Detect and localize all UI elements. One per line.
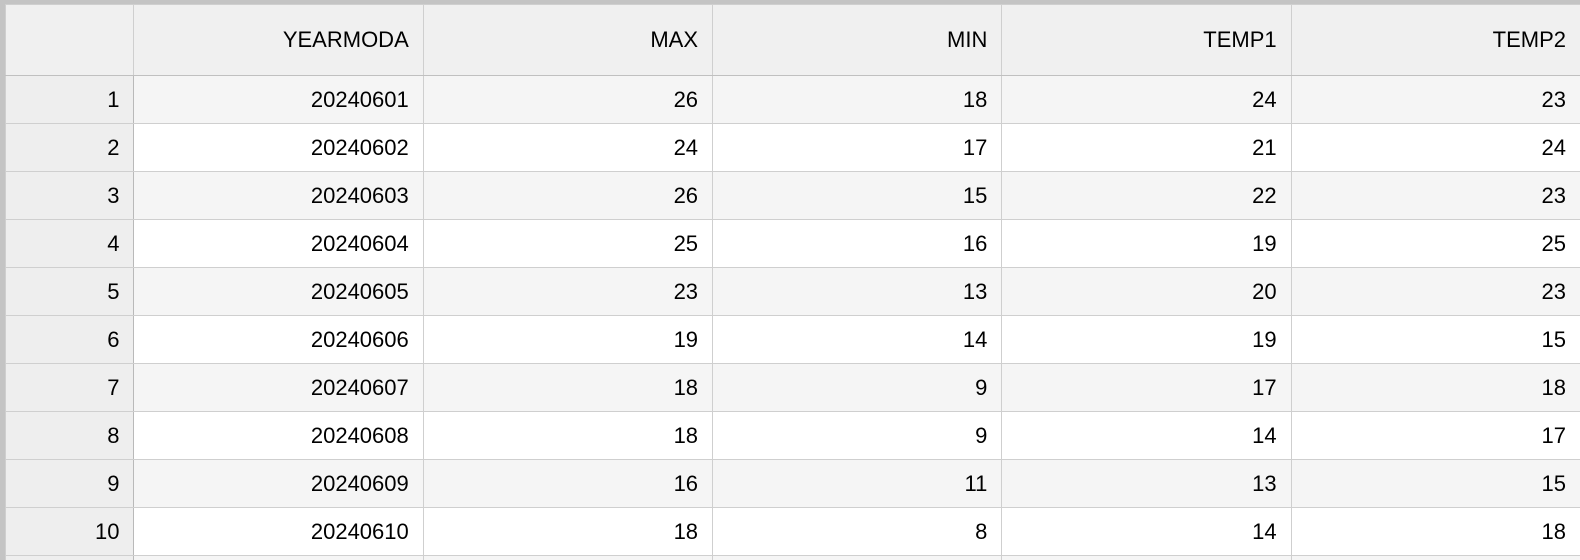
cell-temp1[interactable]: 22 (1001, 171, 1292, 220)
cell-temp2[interactable]: 24 (1290, 123, 1580, 172)
cell-min[interactable] (712, 555, 1003, 560)
row-header[interactable]: 9 (5, 459, 135, 508)
cell-min[interactable]: 9 (712, 411, 1003, 460)
cell-max[interactable] (422, 555, 714, 560)
header-row: YEARMODA MAX MIN TEMP1 TEMP2 (5, 4, 1580, 76)
cell-max[interactable]: 16 (422, 459, 714, 508)
cell-yearmoda[interactable]: 20240609 (133, 459, 424, 508)
cell-temp1[interactable]: 17 (1001, 363, 1292, 412)
cell-min[interactable]: 16 (712, 219, 1003, 268)
column-header-temp2[interactable]: TEMP2 (1290, 4, 1580, 76)
row-header[interactable]: 2 (5, 123, 135, 172)
cell-temp2[interactable]: 18 (1290, 507, 1580, 556)
cell-max[interactable]: 23 (422, 267, 714, 316)
cell-temp1[interactable] (1001, 555, 1292, 560)
cell-temp2[interactable]: 25 (1290, 219, 1580, 268)
cell-yearmoda[interactable] (133, 555, 424, 560)
cell-temp2[interactable]: 23 (1290, 75, 1580, 124)
table-row: 6 20240606 19 14 19 15 (5, 315, 1580, 364)
table-row-partial (5, 555, 1580, 560)
cell-temp2[interactable]: 23 (1290, 267, 1580, 316)
cell-temp1[interactable]: 14 (1001, 507, 1292, 556)
table-row: 1 20240601 26 18 24 23 (5, 75, 1580, 124)
row-header[interactable]: 7 (5, 363, 135, 412)
cell-temp2[interactable]: 18 (1290, 363, 1580, 412)
cell-yearmoda[interactable]: 20240610 (133, 507, 424, 556)
cell-min[interactable]: 13 (712, 267, 1003, 316)
cell-yearmoda[interactable]: 20240604 (133, 219, 424, 268)
cell-min[interactable]: 18 (712, 75, 1003, 124)
corner-cell[interactable] (5, 4, 135, 76)
cell-yearmoda[interactable]: 20240608 (133, 411, 424, 460)
cell-temp1[interactable]: 24 (1001, 75, 1292, 124)
table-row: 8 20240608 18 9 14 17 (5, 411, 1580, 460)
data-grid: YEARMODA MAX MIN TEMP1 TEMP2 1 20240601 … (5, 4, 1580, 560)
cell-temp2[interactable]: 23 (1290, 171, 1580, 220)
table-row: 9 20240609 16 11 13 15 (5, 459, 1580, 508)
cell-max[interactable]: 25 (422, 219, 714, 268)
column-header-temp1[interactable]: TEMP1 (1001, 4, 1292, 76)
cell-temp1[interactable]: 21 (1001, 123, 1292, 172)
column-header-min[interactable]: MIN (712, 4, 1003, 76)
row-header[interactable]: 4 (5, 219, 135, 268)
table-row: 3 20240603 26 15 22 23 (5, 171, 1580, 220)
cell-max[interactable]: 18 (422, 411, 714, 460)
row-header[interactable]: 3 (5, 171, 135, 220)
cell-temp2[interactable]: 15 (1290, 315, 1580, 364)
cell-temp1[interactable]: 19 (1001, 315, 1292, 364)
cell-max[interactable]: 18 (422, 507, 714, 556)
cell-min[interactable]: 14 (712, 315, 1003, 364)
row-header[interactable]: 8 (5, 411, 135, 460)
cell-min[interactable]: 11 (712, 459, 1003, 508)
cell-yearmoda[interactable]: 20240601 (133, 75, 424, 124)
cell-min[interactable]: 9 (712, 363, 1003, 412)
cell-max[interactable]: 26 (422, 75, 714, 124)
cell-temp1[interactable]: 19 (1001, 219, 1292, 268)
table-row: 5 20240605 23 13 20 23 (5, 267, 1580, 316)
cell-min[interactable]: 8 (712, 507, 1003, 556)
cell-yearmoda[interactable]: 20240603 (133, 171, 424, 220)
cell-temp1[interactable]: 14 (1001, 411, 1292, 460)
cell-yearmoda[interactable]: 20240607 (133, 363, 424, 412)
cell-yearmoda[interactable]: 20240605 (133, 267, 424, 316)
row-header[interactable] (5, 555, 135, 560)
cell-yearmoda[interactable]: 20240602 (133, 123, 424, 172)
table-row: 2 20240602 24 17 21 24 (5, 123, 1580, 172)
row-header[interactable]: 6 (5, 315, 135, 364)
cell-max[interactable]: 26 (422, 171, 714, 220)
row-header[interactable]: 1 (5, 75, 135, 124)
cell-temp1[interactable]: 20 (1001, 267, 1292, 316)
cell-min[interactable]: 17 (712, 123, 1003, 172)
table-row: 4 20240604 25 16 19 25 (5, 219, 1580, 268)
cell-temp1[interactable]: 13 (1001, 459, 1292, 508)
column-header-max[interactable]: MAX (422, 4, 714, 76)
cell-temp2[interactable] (1290, 555, 1580, 560)
column-header-yearmoda[interactable]: YEARMODA (133, 4, 424, 76)
cell-yearmoda[interactable]: 20240606 (133, 315, 424, 364)
cell-min[interactable]: 15 (712, 171, 1003, 220)
cell-temp2[interactable]: 15 (1290, 459, 1580, 508)
table-row: 7 20240607 18 9 17 18 (5, 363, 1580, 412)
cell-max[interactable]: 19 (422, 315, 714, 364)
cell-max[interactable]: 18 (422, 363, 714, 412)
row-header[interactable]: 10 (5, 507, 135, 556)
cell-max[interactable]: 24 (422, 123, 714, 172)
table-row: 10 20240610 18 8 14 18 (5, 507, 1580, 556)
cell-temp2[interactable]: 17 (1290, 411, 1580, 460)
row-header[interactable]: 5 (5, 267, 135, 316)
